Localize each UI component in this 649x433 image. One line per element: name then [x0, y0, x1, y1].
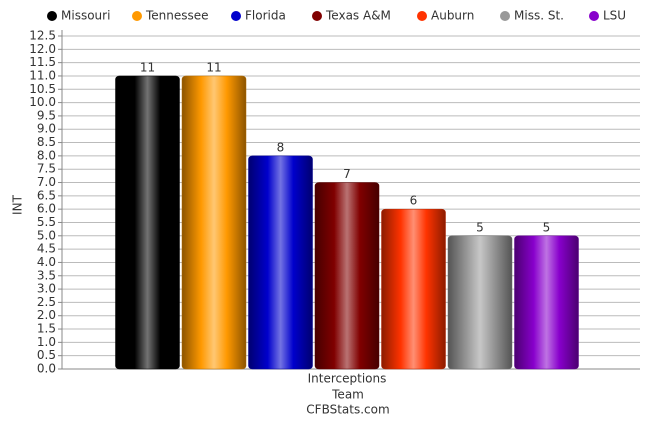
bar	[181, 75, 247, 370]
y-tick-label: 11.5	[29, 55, 56, 69]
y-tick-label: 9.0	[37, 122, 56, 136]
y-tick-label: 0.5	[37, 348, 56, 362]
data-label: 5	[543, 220, 551, 234]
y-tick-label: 12.0	[29, 42, 56, 56]
caption: CFBStats.com	[306, 403, 389, 417]
y-tick-label: 7.0	[37, 175, 56, 189]
data-label: 11	[206, 60, 221, 74]
bar	[447, 235, 513, 370]
y-tick-label: 0.0	[37, 362, 56, 376]
legend-marker	[231, 11, 241, 21]
data-label: 11	[140, 60, 155, 74]
data-label: 8	[277, 140, 285, 154]
legend-marker	[589, 11, 599, 21]
legend-marker	[312, 11, 322, 21]
data-label: 7	[343, 167, 351, 181]
y-tick-label: 2.5	[37, 295, 56, 309]
y-tick-label: 10.0	[29, 95, 56, 109]
bar	[314, 182, 380, 370]
legend-label: Tennessee	[145, 9, 209, 23]
legend-marker	[500, 11, 510, 21]
y-tick-label: 9.5	[37, 108, 56, 122]
legend-label: LSU	[603, 9, 626, 23]
y-tick-label: 1.5	[37, 322, 56, 336]
legend-label: Auburn	[431, 9, 474, 23]
legend-marker	[47, 11, 57, 21]
x-axis-title: Team	[331, 388, 364, 402]
y-axis-title: INT	[11, 194, 25, 215]
bar	[381, 208, 446, 370]
y-tick-label: 4.0	[37, 255, 56, 269]
y-tick-label: 4.5	[37, 242, 56, 256]
y-tick-label: 8.0	[37, 148, 56, 162]
y-tick-label: 7.5	[37, 162, 56, 176]
y-tick-label: 3.5	[37, 268, 56, 282]
bar	[248, 155, 313, 370]
y-tick-label: 6.5	[37, 188, 56, 202]
bar	[514, 235, 579, 370]
legend-label: Missouri	[61, 9, 110, 23]
y-tick-label: 8.5	[37, 135, 56, 149]
y-tick-label: 5.0	[37, 228, 56, 242]
legend-label: Florida	[245, 9, 286, 23]
data-label: 5	[476, 220, 484, 234]
y-tick-label: 3.0	[37, 282, 56, 296]
x-tick-label: Interceptions	[308, 372, 387, 386]
y-tick-label: 11.0	[29, 68, 56, 82]
bar	[115, 75, 180, 370]
y-tick-label: 10.5	[29, 82, 56, 96]
legend-label: Texas A&M	[325, 9, 391, 23]
y-tick-label: 5.5	[37, 215, 56, 229]
y-tick-label: 2.0	[37, 308, 56, 322]
legend-label: Miss. St.	[514, 9, 564, 23]
data-label: 6	[410, 194, 418, 208]
y-tick-label: 12.5	[29, 29, 56, 43]
y-tick-label: 1.0	[37, 335, 56, 349]
legend-marker	[132, 11, 142, 21]
legend-marker	[417, 11, 427, 21]
y-tick-label: 6.0	[37, 202, 56, 216]
